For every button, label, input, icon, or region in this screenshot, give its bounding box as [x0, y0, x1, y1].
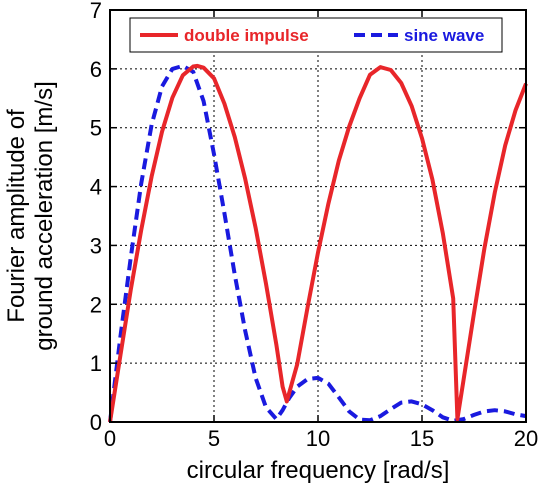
tick-labels: 0 5 10 15 20 0 1 2 3 4 5 6 7 [90, 0, 538, 451]
y-axis-label-line-1: Fourier amplitude of [3, 109, 30, 323]
y-axis-label: Fourier amplitude of ground acceleration… [3, 81, 58, 350]
series-line-double-impulse [108, 63, 528, 423]
x-axis-label: circular frequency [rad/s] [187, 457, 450, 484]
series-layer [108, 63, 528, 423]
x-tick-label: 5 [208, 426, 220, 451]
y-tick-label: 5 [90, 116, 102, 141]
y-tick-label: 4 [90, 175, 102, 200]
legend-box [129, 17, 503, 53]
y-tick-label: 3 [90, 233, 102, 258]
x-tick-label: 10 [306, 426, 330, 451]
x-tick-label: 20 [514, 426, 538, 451]
y-axis-label-line-2: ground acceleration [m/s] [31, 81, 58, 350]
y-tick-label: 7 [90, 0, 102, 23]
y-tick-label: 6 [90, 57, 102, 82]
x-tick-label: 15 [410, 426, 434, 451]
legend-label-double-impulse: double impulse [184, 26, 309, 45]
x-tick-label: 0 [104, 426, 116, 451]
y-tick-label: 0 [90, 410, 102, 435]
series-line-sine-wave [108, 63, 527, 423]
legend: double impulse sine wave [129, 17, 503, 53]
y-tick-label: 1 [90, 351, 102, 376]
y-tick-label: 2 [90, 292, 102, 317]
legend-label-sine-wave: sine wave [404, 26, 484, 45]
